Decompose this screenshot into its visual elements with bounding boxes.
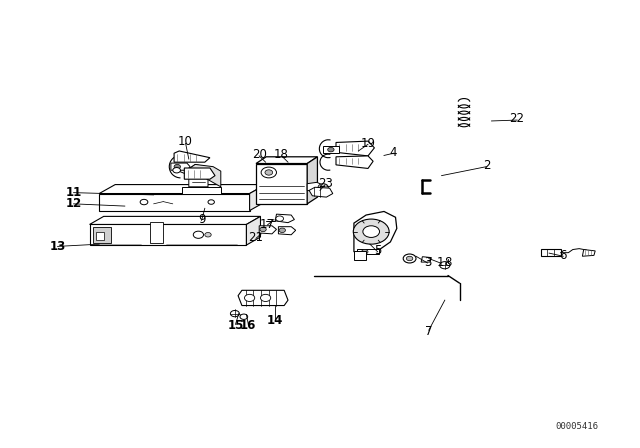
Circle shape xyxy=(440,262,450,269)
Text: 6: 6 xyxy=(559,249,567,262)
Polygon shape xyxy=(323,146,339,153)
Circle shape xyxy=(205,233,211,237)
Polygon shape xyxy=(541,249,561,256)
Text: 21: 21 xyxy=(248,231,264,244)
Polygon shape xyxy=(336,156,373,168)
Text: 20: 20 xyxy=(252,148,267,161)
Polygon shape xyxy=(256,157,317,164)
Circle shape xyxy=(328,147,334,152)
Polygon shape xyxy=(278,227,296,235)
Polygon shape xyxy=(421,257,431,262)
Text: 4: 4 xyxy=(390,146,397,159)
Text: 22: 22 xyxy=(509,112,525,125)
Text: 2: 2 xyxy=(483,159,490,172)
Text: 00005416: 00005416 xyxy=(556,422,598,431)
Text: 5: 5 xyxy=(374,244,381,258)
Circle shape xyxy=(140,199,148,205)
Polygon shape xyxy=(354,251,366,260)
Polygon shape xyxy=(189,164,221,187)
Polygon shape xyxy=(99,194,250,211)
Text: 19: 19 xyxy=(360,137,376,150)
Circle shape xyxy=(279,228,285,233)
Circle shape xyxy=(173,168,180,173)
Text: 14: 14 xyxy=(267,314,284,327)
Text: 17: 17 xyxy=(260,217,275,231)
Circle shape xyxy=(265,170,273,175)
Text: 9: 9 xyxy=(198,213,205,226)
Circle shape xyxy=(363,226,380,237)
Text: 12: 12 xyxy=(65,197,82,211)
Polygon shape xyxy=(189,164,208,187)
Polygon shape xyxy=(90,216,260,224)
Polygon shape xyxy=(336,141,374,156)
Polygon shape xyxy=(256,164,307,204)
Polygon shape xyxy=(184,168,215,179)
Text: 16: 16 xyxy=(240,319,257,332)
Polygon shape xyxy=(259,226,276,234)
Text: 3: 3 xyxy=(424,255,431,269)
Polygon shape xyxy=(90,224,246,245)
Polygon shape xyxy=(182,187,221,194)
Polygon shape xyxy=(250,185,266,211)
Polygon shape xyxy=(275,214,294,223)
Text: 15: 15 xyxy=(227,319,244,332)
Text: 10: 10 xyxy=(178,134,193,148)
Circle shape xyxy=(208,200,214,204)
Circle shape xyxy=(174,164,180,169)
Circle shape xyxy=(240,314,248,319)
Text: 8: 8 xyxy=(444,255,452,269)
Polygon shape xyxy=(93,227,111,243)
Circle shape xyxy=(260,227,266,232)
Polygon shape xyxy=(99,185,266,194)
Circle shape xyxy=(403,254,416,263)
Polygon shape xyxy=(582,250,595,256)
Text: 11: 11 xyxy=(65,186,82,199)
Text: 7: 7 xyxy=(425,325,433,338)
Polygon shape xyxy=(357,249,379,254)
Polygon shape xyxy=(307,157,317,204)
Circle shape xyxy=(244,294,255,302)
Circle shape xyxy=(362,250,368,254)
Polygon shape xyxy=(309,187,333,197)
Circle shape xyxy=(193,231,204,238)
Circle shape xyxy=(353,219,389,244)
Polygon shape xyxy=(96,232,104,240)
Text: 18: 18 xyxy=(274,148,289,161)
Circle shape xyxy=(406,256,413,261)
Circle shape xyxy=(260,294,271,302)
Circle shape xyxy=(276,216,284,221)
Text: 23: 23 xyxy=(317,177,333,190)
Polygon shape xyxy=(307,182,325,193)
Polygon shape xyxy=(171,163,190,170)
Polygon shape xyxy=(354,211,397,252)
Polygon shape xyxy=(174,151,210,162)
Text: 13: 13 xyxy=(49,240,66,253)
Polygon shape xyxy=(246,216,260,245)
Circle shape xyxy=(318,184,328,191)
Circle shape xyxy=(261,167,276,178)
Circle shape xyxy=(230,310,239,317)
Text: 1: 1 xyxy=(436,255,444,269)
Polygon shape xyxy=(150,222,163,243)
Polygon shape xyxy=(238,290,288,306)
